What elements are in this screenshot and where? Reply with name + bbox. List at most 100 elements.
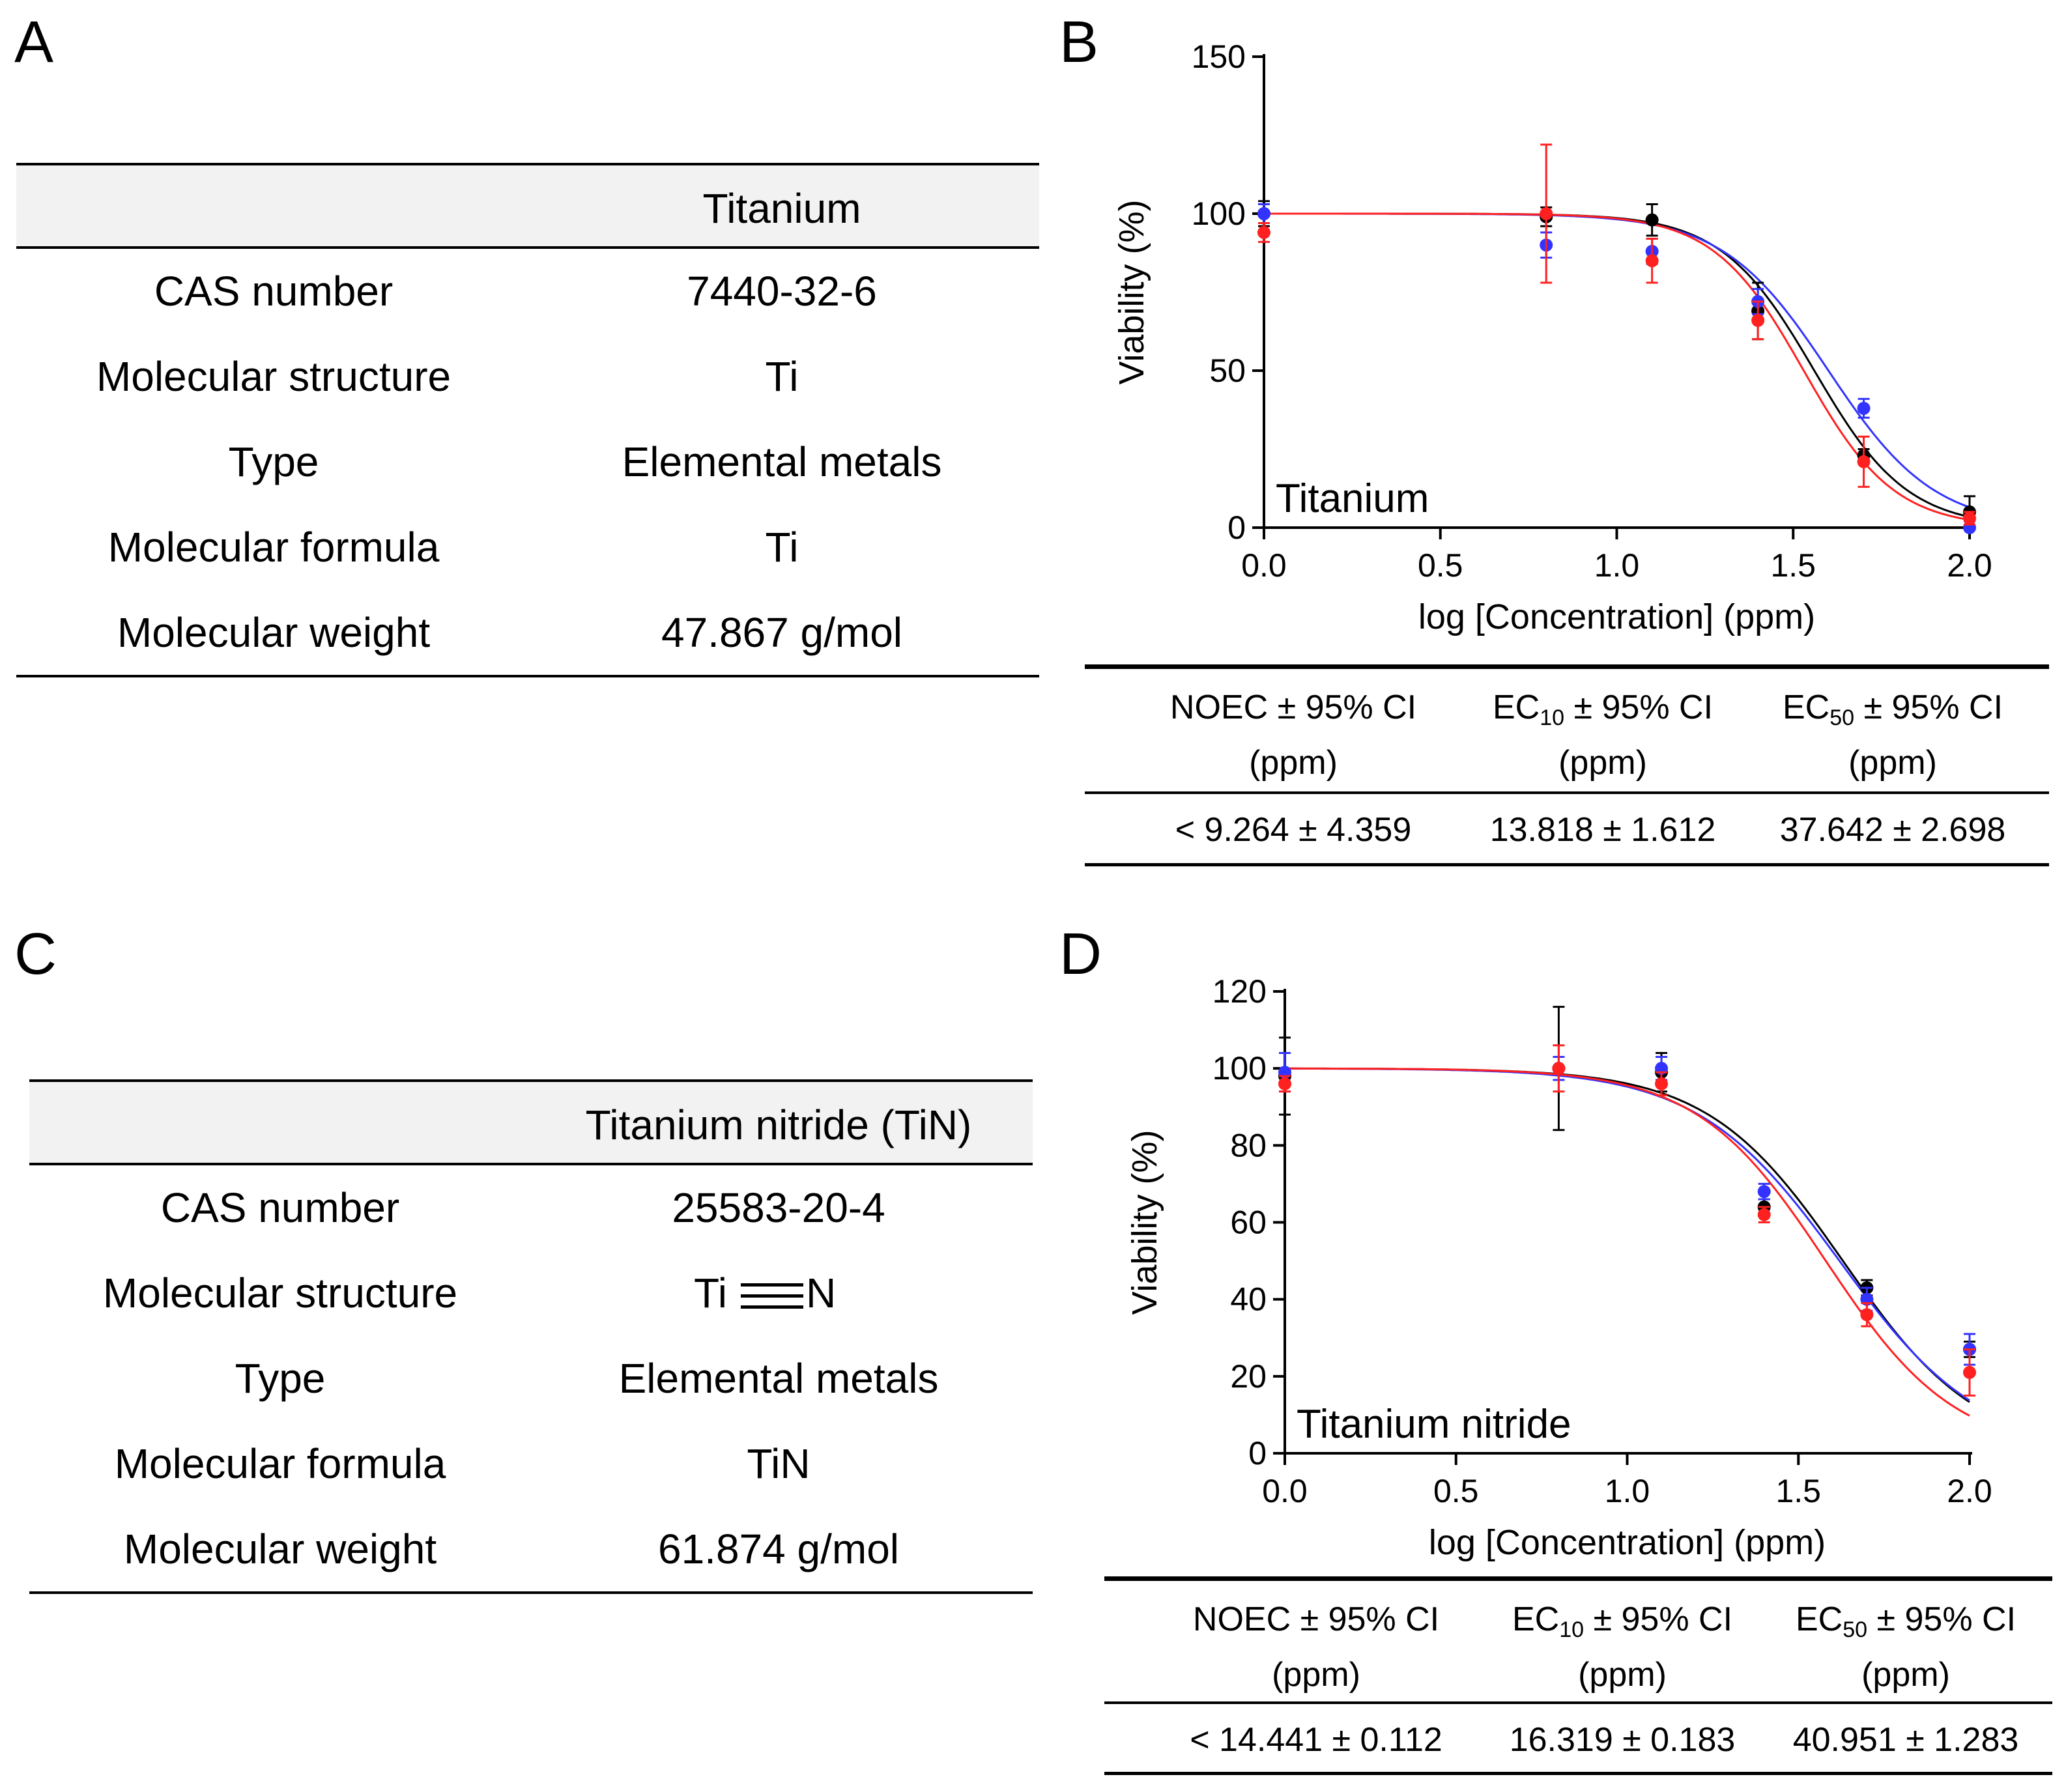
y-axis-label: Viability (%) xyxy=(1125,1130,1164,1315)
stats-ci-text: ± 95% CI xyxy=(1584,1600,1733,1638)
fit-curve-black xyxy=(1285,1067,1970,1403)
row-label: Molecular structure xyxy=(96,353,452,400)
stats-unit: (ppm) xyxy=(1861,1656,1950,1694)
x-tick-label: 2.0 xyxy=(1947,547,1992,584)
y-tick-label: 0 xyxy=(1227,509,1246,546)
y-tick-label: 0 xyxy=(1248,1435,1267,1472)
panel-letter-c: C xyxy=(14,922,57,987)
stats-unit: (ppm) xyxy=(1578,1656,1667,1694)
stats-mid-rule xyxy=(1104,1701,2052,1704)
data-point-red xyxy=(1857,455,1871,468)
x-axis-label: log [Concentration] (ppm) xyxy=(1418,597,1815,636)
row-value: TiN xyxy=(747,1440,811,1487)
stats-ec-text: EC xyxy=(1782,689,1830,726)
x-tick-label: 1.5 xyxy=(1770,547,1816,584)
x-tick-label: 2.0 xyxy=(1947,1473,1992,1509)
bond-line xyxy=(741,1283,803,1287)
data-point-red xyxy=(1963,511,1976,525)
stats-value-ec50: 37.642 ± 2.698 xyxy=(1779,811,2006,849)
x-tick-label: 1.0 xyxy=(1594,547,1640,584)
chart-b: 0 50 100 150 0.0 0.5 1.0 1.5 2.0 log [Concentrati… xyxy=(1112,38,1992,636)
stats-bottom-rule xyxy=(1104,1772,2052,1775)
x-tick-label: 1.0 xyxy=(1605,1473,1650,1509)
table-header-bg xyxy=(29,1079,1033,1164)
x-tick-label: 0.0 xyxy=(1262,1473,1308,1509)
y-tick-label: 20 xyxy=(1230,1358,1267,1395)
table-bottom-rule xyxy=(16,675,1039,677)
row-value: Elemental metals xyxy=(622,438,942,485)
y-tick-label: 120 xyxy=(1212,973,1267,1010)
data-point-red xyxy=(1278,1077,1291,1090)
table-header-label: Titanium nitride (TiN) xyxy=(585,1102,972,1148)
stats-table-d: NOEC ± 95% CI EC10 ± 95% CI EC50 ± 95% C… xyxy=(1104,1576,2052,1785)
stats-top-rule xyxy=(1085,664,2049,669)
row-label: Molecular formula xyxy=(108,524,440,571)
chart-title: Titanium nitride xyxy=(1297,1402,1571,1447)
stats-value-ec50: 40.951 ± 1.283 xyxy=(1792,1721,2019,1759)
data-point-red xyxy=(1655,1077,1669,1090)
x-tick-label: 1.5 xyxy=(1775,1473,1821,1509)
fit-curve-red xyxy=(1285,1067,1970,1417)
stats-ec-text: EC xyxy=(1492,689,1540,726)
stats-header-ec10: EC10 ± 95% CI xyxy=(1493,690,1713,729)
table-c: Titanium nitride (TiN) CAS number 25583-… xyxy=(29,1079,1033,1594)
data-point-red xyxy=(1552,1062,1566,1075)
stats-ec-sub: 50 xyxy=(1829,705,1855,730)
row-label: Molecular weight xyxy=(117,609,431,656)
stats-ec-text: EC xyxy=(1795,1600,1843,1638)
stats-ec-text: EC xyxy=(1512,1600,1560,1638)
row-label: Type xyxy=(228,438,319,485)
y-tick-label: 80 xyxy=(1230,1127,1267,1163)
row-value: Ti xyxy=(765,353,799,400)
x-tick-label: 0.0 xyxy=(1241,547,1287,584)
table-header-rule xyxy=(29,1163,1033,1165)
structure-ti: Ti xyxy=(694,1270,727,1316)
stats-header-noec: NOEC ± 95% CI xyxy=(1170,690,1416,724)
stats-ci-text: ± 95% CI xyxy=(1854,689,2003,726)
stats-ci-text: ± 95% CI xyxy=(1867,1600,2016,1638)
stats-header-ec50: EC50 ± 95% CI xyxy=(1783,690,2003,729)
stats-value-ec10: 13.818 ± 1.612 xyxy=(1489,811,1716,849)
y-axis-label: Viability (%) xyxy=(1112,199,1151,384)
data-point-red xyxy=(1257,225,1270,239)
stats-header-ec50: EC50 ± 95% CI xyxy=(1796,1602,2016,1641)
data-point-red xyxy=(1860,1308,1874,1322)
stats-top-rule xyxy=(1104,1576,2052,1581)
fit-curve-blue xyxy=(1285,1067,1970,1402)
stats-header-noec-text: NOEC ± 95% CI xyxy=(1192,1600,1440,1638)
y-tick-label: 100 xyxy=(1192,195,1246,232)
stats-ec-sub: 10 xyxy=(1540,705,1565,730)
data-point-blue xyxy=(1757,1185,1771,1199)
stats-unit: (ppm) xyxy=(1558,744,1647,782)
y-tick-label: 100 xyxy=(1212,1050,1267,1087)
row-label: Type xyxy=(235,1355,326,1402)
data-point-red xyxy=(1751,313,1765,327)
molecular-structure-tin: Ti N xyxy=(694,1270,863,1317)
row-label: Molecular structure xyxy=(102,1270,458,1316)
stats-unit: (ppm) xyxy=(1272,1656,1360,1694)
bond-line xyxy=(741,1294,803,1298)
chart-d: 0 20 40 60 80 100 120 0.0 0.5 1.0 1.5 2.0 log [Conce… xyxy=(1125,973,1992,1562)
stats-header-noec-text: NOEC ± 95% CI xyxy=(1169,689,1417,726)
table-header-label: Titanium xyxy=(702,185,861,232)
row-value: 7440-32-6 xyxy=(687,268,877,315)
stats-value-noec: < 9.264 ± 4.359 xyxy=(1175,811,1412,849)
row-label: Molecular weight xyxy=(123,1526,437,1572)
stats-header-ec10: EC10 ± 95% CI xyxy=(1512,1602,1732,1641)
data-point-blue xyxy=(1257,207,1270,220)
table-top-rule xyxy=(16,163,1039,165)
row-label: CAS number xyxy=(154,268,394,315)
row-label: CAS number xyxy=(160,1184,400,1231)
y-tick-label: 40 xyxy=(1230,1281,1267,1318)
row-value: 61.874 g/mol xyxy=(657,1526,900,1572)
table-header-rule xyxy=(16,246,1039,249)
y-tick-label: 60 xyxy=(1230,1204,1267,1241)
stats-value-noec: < 14.441 ± 0.112 xyxy=(1190,1721,1442,1759)
x-tick-label: 0.5 xyxy=(1418,547,1463,584)
y-tick-label: 50 xyxy=(1209,352,1246,389)
stats-bottom-rule xyxy=(1085,863,2049,866)
table-top-rule xyxy=(29,1079,1033,1082)
stats-ec-sub: 50 xyxy=(1843,1617,1868,1642)
data-point-red xyxy=(1963,1365,1976,1379)
panel-letter-a: A xyxy=(14,10,54,75)
